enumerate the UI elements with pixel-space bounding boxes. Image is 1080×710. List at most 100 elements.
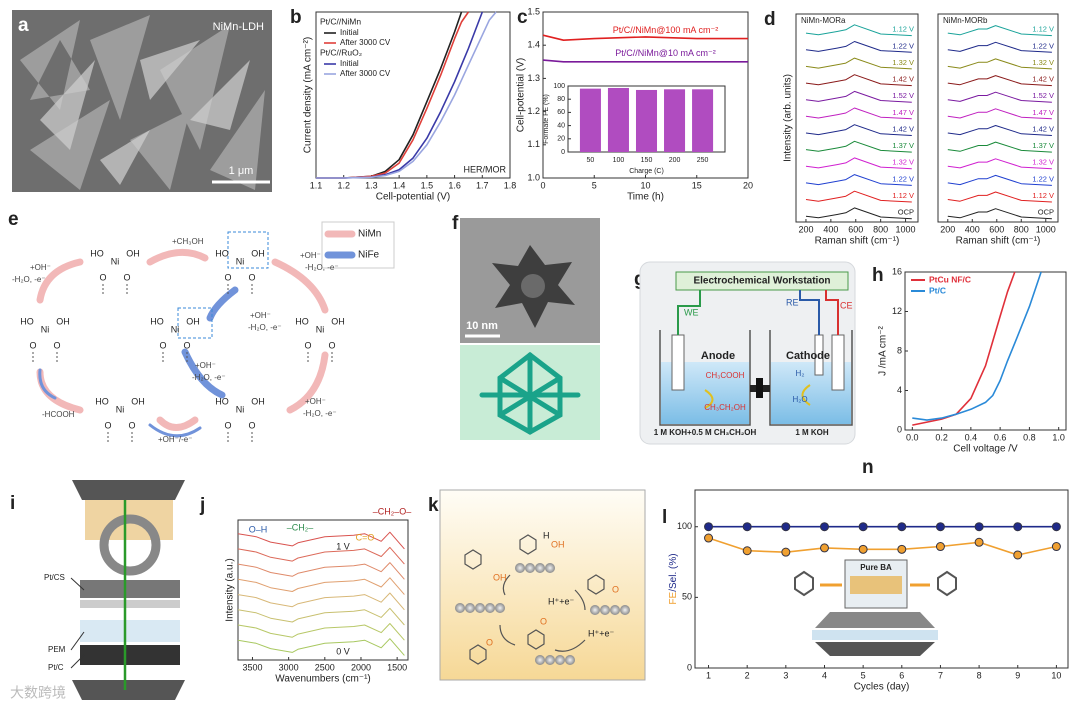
step-label: -H₂O, -e⁻ — [12, 275, 46, 284]
y-tick-label: 20 — [557, 136, 565, 143]
data-line — [237, 607, 405, 626]
panel-label: a — [18, 15, 29, 36]
reactor-inset — [794, 559, 957, 656]
x-tick-label: 5 — [592, 180, 597, 190]
chart-title: NiMn-MORa — [801, 16, 846, 25]
x-tick-label: 800 — [873, 224, 888, 234]
atom-label: OH — [493, 572, 507, 582]
panel-label: j — [199, 495, 205, 516]
legend-label: PtCu NF/C — [929, 274, 971, 284]
x-tick-label: 1.3 — [365, 180, 378, 190]
panel-label: k — [428, 495, 439, 516]
series-label: 1.22 V — [1032, 174, 1054, 183]
x-tick-label: 1.8 — [504, 180, 517, 190]
series-label: 1.42 V — [892, 75, 914, 84]
data-line — [947, 25, 1052, 37]
data-line — [237, 577, 405, 595]
data-line — [316, 11, 497, 179]
data-point — [742, 546, 752, 556]
atom-label: O — [29, 340, 36, 350]
legend-label: Initial — [340, 28, 359, 37]
anode-label: Anode — [701, 350, 735, 362]
data-line — [805, 190, 912, 203]
electrolyte-label: 1 M KOH — [795, 428, 829, 437]
step-label: -H₂O, -e⁻ — [248, 323, 282, 332]
device-schematic — [70, 480, 185, 700]
x-tick-label: 9 — [1015, 670, 1020, 680]
annotation: O–H — [249, 524, 268, 534]
sem-image — [12, 10, 272, 192]
species-label: H₂ — [796, 369, 805, 378]
y-axis-label: J /mA cm⁻² — [878, 325, 889, 375]
atom-label: O — [224, 420, 231, 430]
data-line — [947, 141, 1052, 153]
data-line — [237, 546, 405, 565]
data-line — [912, 271, 1042, 421]
data-line — [805, 74, 912, 87]
series-label: 1.12 V — [1032, 25, 1054, 34]
x-tick-label: 600 — [848, 224, 863, 234]
x-axis-label: Cell voltage /V — [953, 444, 1018, 455]
data-line — [805, 207, 912, 220]
atom-label: OH — [251, 248, 265, 258]
inset-label: Pure BA — [860, 563, 892, 572]
atom-label: Ni — [116, 404, 125, 414]
plot-frame — [315, 11, 511, 179]
atom-label: O — [183, 340, 190, 350]
atom-label: O — [128, 420, 135, 430]
step-label: -H₂O, -e⁻ — [192, 373, 226, 382]
x-tick-label: 1.0 — [1052, 432, 1065, 442]
data-point — [742, 522, 752, 532]
x-tick-label: 50 — [587, 157, 595, 164]
data-line — [947, 41, 1052, 53]
step-label: +CH₃OH — [172, 237, 204, 246]
y-tick-label: 50 — [682, 592, 692, 602]
series-label: Pt/C//NiMn@10 mA cm⁻² — [615, 48, 715, 58]
step-label: +OH⁻ — [30, 263, 51, 272]
atom-label: H — [543, 530, 550, 540]
data-point — [897, 544, 907, 554]
x-tick-label: 1.4 — [393, 180, 406, 190]
x-tick-label: 250 — [697, 157, 709, 164]
atom-label: OH — [331, 316, 345, 326]
data-line — [805, 124, 912, 136]
annotation: 1 V — [336, 541, 350, 551]
x-tick-label: 3500 — [242, 662, 262, 672]
atom-label: O — [486, 637, 493, 647]
x-tick-label: 4 — [822, 670, 827, 680]
x-tick-label: 10 — [640, 180, 650, 190]
x-tick-label: 20 — [743, 180, 753, 190]
data-point — [935, 522, 945, 532]
y-tick-label: 4 — [897, 385, 902, 395]
y-tick-label: 8 — [897, 345, 902, 355]
electrode-label: CE — [840, 300, 853, 310]
step-label: +OH⁻ — [250, 311, 271, 320]
atom-label: O — [159, 340, 166, 350]
y-tick-label: 100 — [553, 83, 565, 90]
data-line — [947, 191, 1052, 203]
atom-label: O — [99, 272, 106, 282]
panel-label: n — [862, 457, 874, 478]
series-label: 1.42 V — [892, 124, 914, 133]
series-label: 1.32 V — [1032, 58, 1054, 67]
panel-label: b — [290, 7, 302, 28]
step-label: -H₂O, -e⁻ — [305, 263, 339, 272]
atom-label: Ni — [171, 324, 180, 334]
electrode-label: WE — [684, 307, 699, 317]
y-tick-label: 60 — [557, 109, 565, 116]
series-label: 1.37 V — [1032, 141, 1054, 150]
x-tick-label: 100 — [613, 157, 625, 164]
data-point — [781, 522, 791, 532]
x-tick-label: 2 — [745, 670, 750, 680]
electrode-label: RE — [786, 297, 799, 307]
data-line — [805, 140, 912, 153]
data-point — [704, 533, 714, 543]
y-tick-label: 0 — [897, 424, 902, 434]
plot-frame — [904, 271, 1067, 431]
panel-label: c — [517, 7, 528, 28]
y-axis-label: Formate FE (%) — [543, 94, 550, 144]
x-tick-label: 200 — [940, 224, 955, 234]
x-tick-label: 1.5 — [421, 180, 434, 190]
series-label: 1.22 V — [892, 174, 914, 183]
y-axis-label: FE/Sel. (%) — [668, 553, 679, 604]
